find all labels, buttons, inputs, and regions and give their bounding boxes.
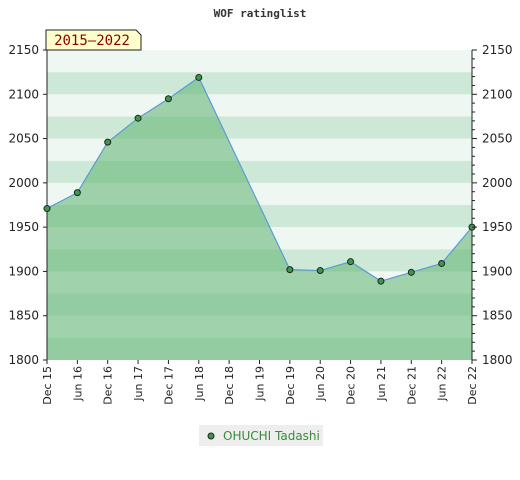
- y-axis-right-ticks: 1800 1850 1900 1950 2000 2050 2100 2150: [472, 43, 513, 367]
- period-label: 2015–2022: [54, 33, 130, 49]
- legend-box: [199, 425, 323, 446]
- legend-entry: OHUCHI Tadashi: [223, 429, 320, 443]
- x-axis-ticks: Dec 15 Jun 16 Dec 16 Jun 17 Dec 17 Jun 18 Dec …: [41, 360, 479, 405]
- data-point-dec-15: [43, 205, 51, 213]
- y-tick-label-left: 1950: [8, 220, 39, 234]
- x-tick-label: Dec 16: [102, 366, 115, 405]
- y-tick-label-left: 2050: [8, 132, 39, 146]
- legend-marker-icon: [207, 432, 215, 440]
- x-tick-label: Jun 16: [71, 366, 84, 402]
- x-tick-label: Dec 17: [162, 366, 175, 405]
- y-tick-label-right: 1900: [482, 264, 513, 278]
- y-tick-label-right: 2050: [482, 132, 513, 146]
- y-tick-label-left: 1900: [8, 264, 39, 278]
- legend[interactable]: OHUCHI Tadashi: [199, 425, 323, 446]
- chart-title: WOF ratinglist: [214, 7, 307, 20]
- x-tick-label: Dec 21: [405, 366, 418, 405]
- series-area: [47, 77, 472, 360]
- x-tick-label: Jun 22: [436, 366, 449, 402]
- x-tick-label: Dec 15: [41, 366, 54, 405]
- data-point-dec-17: [164, 95, 172, 103]
- x-tick-label: Jun 17: [132, 366, 145, 402]
- data-point-jun-21: [377, 277, 385, 285]
- y-tick-label-right: 1800: [482, 353, 513, 367]
- y-tick-label-right: 1850: [482, 309, 513, 323]
- x-tick-label: Jun 18: [193, 366, 206, 402]
- y-tick-label-left: 2150: [8, 43, 39, 57]
- series-area-layer: [47, 77, 472, 360]
- y-tick-label-right: 2100: [482, 87, 513, 101]
- y-tick-label-left: 1800: [8, 353, 39, 367]
- grid-band: [47, 116, 472, 139]
- axes: [46, 50, 473, 360]
- x-tick-label: Dec 18: [223, 366, 236, 405]
- x-tick-label: Dec 19: [284, 366, 297, 405]
- y-tick-label-left: 2100: [8, 87, 39, 101]
- y-tick-label-left: 1850: [8, 309, 39, 323]
- data-point-jun-20: [316, 267, 324, 275]
- y-tick-label-right: 1950: [482, 220, 513, 234]
- data-point-dec-16: [104, 138, 112, 146]
- x-tick-label: Dec 22: [466, 366, 479, 405]
- x-tick-label: Jun 21: [375, 366, 388, 402]
- x-tick-label: Jun 19: [254, 366, 267, 402]
- y-tick-label-right: 2150: [482, 43, 513, 57]
- data-point-jun-17: [134, 114, 142, 122]
- data-point-jun-18: [195, 73, 203, 81]
- data-point-dec-21: [407, 268, 415, 276]
- y-tick-label-right: 2000: [482, 176, 513, 190]
- series-markers: [43, 73, 476, 285]
- period-badge: 2015–2022: [45, 29, 142, 51]
- x-tick-label: Dec 20: [345, 366, 358, 405]
- data-point-dec-20: [347, 258, 355, 266]
- grid-band: [47, 50, 472, 73]
- y-tick-label-left: 2000: [8, 176, 39, 190]
- data-point-jun-16: [73, 189, 81, 197]
- grid-band: [47, 94, 472, 117]
- x-tick-label: Jun 20: [314, 366, 327, 402]
- grid-band: [47, 72, 472, 95]
- y-axis-left-ticks: 1800 1850 1900 1950 2000 2050 2100 2150: [8, 43, 47, 367]
- data-point-dec-19: [286, 266, 294, 274]
- data-point-jun-22: [438, 259, 446, 267]
